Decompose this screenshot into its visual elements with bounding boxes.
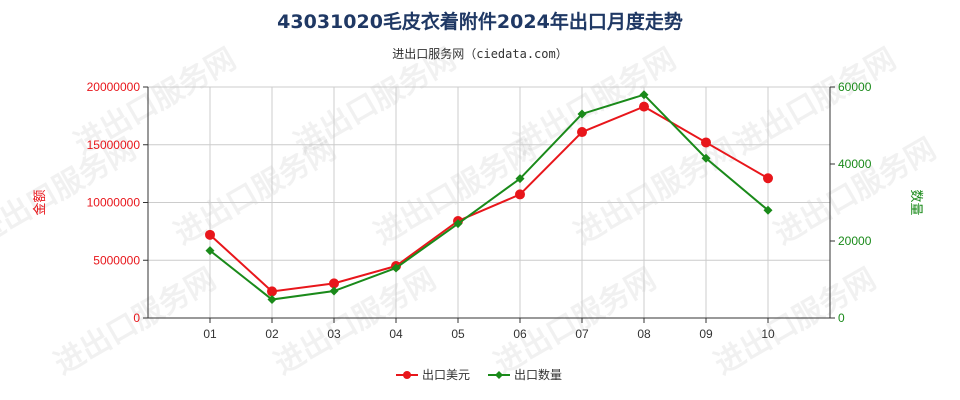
series-0-point-2 xyxy=(329,278,339,289)
left-tick-label-3: 15000000 xyxy=(87,138,141,152)
chart-title: 43031020毛皮衣着附件2024年出口月度走势 xyxy=(277,10,683,33)
series-1-point-4 xyxy=(453,219,463,229)
legend: 出口美元 出口数量 xyxy=(396,367,562,382)
legend-marker-1 xyxy=(495,371,503,379)
series-1-point-5 xyxy=(515,174,525,184)
series-1-point-7 xyxy=(639,90,649,100)
x-tick-label-3: 04 xyxy=(389,327,403,341)
right-tick-label-3: 60000 xyxy=(838,80,872,94)
legend-marker-0 xyxy=(403,371,411,379)
x-tick-label-7: 08 xyxy=(637,327,651,341)
series-0-point-9 xyxy=(763,173,773,184)
series-1-point-6 xyxy=(577,109,587,119)
chart-subtitle: 进出口服务网（ciedata.com） xyxy=(392,46,567,61)
x-tick-label-9: 10 xyxy=(761,327,775,341)
watermark-text-12: 进出口服务网 xyxy=(729,42,902,162)
x-tick-label-8: 09 xyxy=(699,327,713,341)
right-tick-label-1: 20000 xyxy=(838,234,872,248)
left-tick-label-1: 5000000 xyxy=(93,253,140,267)
series-1-point-8 xyxy=(701,153,711,163)
x-tick-label-5: 06 xyxy=(513,327,527,341)
left-axis-ticks: 0 5000000 10000000 15000000 20000000 xyxy=(87,80,148,325)
series-0-point-6 xyxy=(577,127,587,138)
series-1-point-0 xyxy=(205,246,215,256)
x-tick-label-6: 07 xyxy=(575,327,589,341)
legend-label-1: 出口数量 xyxy=(514,367,562,382)
watermark-text-6: 进出口服务网 xyxy=(269,262,442,382)
series-0-point-0 xyxy=(205,229,215,240)
right-axis-ticks: 0 20000 40000 60000 xyxy=(830,80,872,325)
series-0-point-7 xyxy=(639,101,649,112)
y-left-axis-label: 金额 xyxy=(32,189,48,215)
watermark-text-8: 进出口服务网 xyxy=(709,262,882,382)
series-line-0 xyxy=(209,105,769,293)
x-axis-ticks: 01 02 03 04 05 06 07 08 09 10 xyxy=(203,318,775,341)
legend-label-0: 出口美元 xyxy=(422,368,470,382)
series-0-point-1 xyxy=(267,286,277,297)
series-0-point-5 xyxy=(515,189,525,200)
right-tick-label-0: 0 xyxy=(838,311,845,325)
y-right-axis-label: 数量 xyxy=(908,189,923,215)
left-tick-label-0: 0 xyxy=(133,311,140,325)
series-1-point-1 xyxy=(267,295,277,305)
series-0-point-8 xyxy=(701,137,711,148)
series-1-point-2 xyxy=(329,286,339,296)
watermark-text-7: 进出口服务网 xyxy=(489,262,662,382)
series-1-point-3 xyxy=(391,263,401,273)
series-layer xyxy=(205,90,773,305)
x-tick-label-4: 05 xyxy=(451,327,465,341)
x-tick-label-2: 03 xyxy=(327,327,341,341)
watermark-text-3: 进出口服务网 xyxy=(569,132,742,252)
x-tick-label-0: 01 xyxy=(203,327,217,341)
x-tick-label-1: 02 xyxy=(265,327,279,341)
right-tick-label-2: 40000 xyxy=(838,157,872,171)
left-tick-label-4: 20000000 xyxy=(87,80,141,94)
series-1-point-9 xyxy=(763,205,773,215)
series-line-1 xyxy=(209,93,769,301)
left-tick-label-2: 10000000 xyxy=(87,196,141,210)
